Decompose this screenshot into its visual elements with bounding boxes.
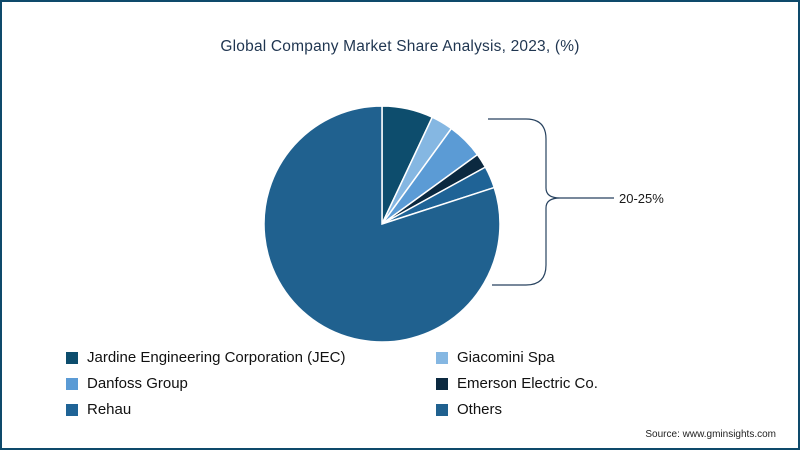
- legend-label: Giacomini Spa: [457, 349, 555, 366]
- legend-swatch: [66, 403, 78, 416]
- legend-item: Jardine Engineering Corporation (JEC): [66, 349, 436, 366]
- legend-swatch: [436, 351, 448, 364]
- legend-swatch: [66, 377, 78, 390]
- legend-item: Emerson Electric Co.: [436, 375, 598, 392]
- legend-label: Rehau: [87, 401, 132, 418]
- callout-label: 20-25%: [619, 191, 664, 206]
- source-attribution: Source: www.gminsights.com: [645, 429, 776, 440]
- legend-swatch: [436, 377, 448, 390]
- legend-label: Emerson Electric Co.: [457, 375, 598, 392]
- legend-item: Giacomini Spa: [436, 349, 598, 366]
- legend-item: Others: [436, 401, 598, 418]
- chart-legend: Jardine Engineering Corporation (JEC) Gia…: [66, 349, 598, 418]
- legend-swatch: [436, 403, 448, 416]
- legend-swatch: [66, 351, 78, 364]
- legend-item: Danfoss Group: [66, 375, 436, 392]
- chart-title: Global Company Market Share Analysis, 20…: [220, 38, 580, 55]
- legend-label: Danfoss Group: [87, 375, 188, 392]
- legend-label: Jardine Engineering Corporation (JEC): [87, 349, 346, 366]
- callout-bracket: [488, 118, 561, 286]
- pie-slice-5: [263, 105, 501, 343]
- legend-label: Others: [457, 401, 503, 418]
- legend-item: Rehau: [66, 401, 436, 418]
- pie-group: [263, 105, 501, 343]
